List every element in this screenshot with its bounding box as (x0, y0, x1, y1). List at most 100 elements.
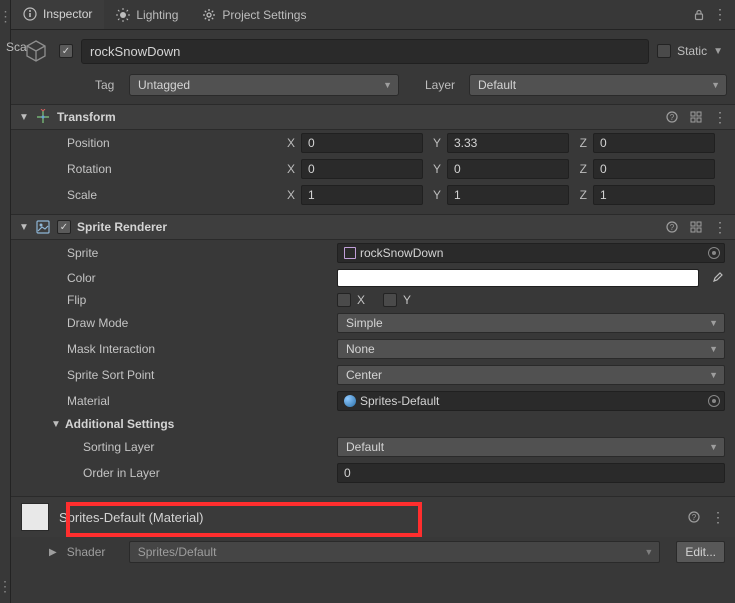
foldout-toggle[interactable]: ▼ (19, 222, 29, 233)
foldout-toggle[interactable]: ▶ (49, 547, 57, 558)
chevron-down-icon: ▼ (383, 80, 392, 90)
axis-x-label: X (283, 188, 295, 202)
tab-lighting[interactable]: Lighting (104, 0, 190, 29)
chevron-down-icon: ▼ (709, 318, 718, 328)
left-dock-strip: ⋮ Sca ⋮ (0, 0, 11, 603)
shader-label: Shader (67, 545, 119, 559)
layer-dropdown[interactable]: Default ▼ (469, 74, 727, 96)
scale-y-input[interactable] (447, 185, 569, 205)
layer-label: Layer (425, 78, 461, 92)
kebab-menu-icon[interactable]: ⋮ (713, 110, 727, 124)
tag-label: Tag (95, 78, 121, 92)
chevron-down-icon: ▼ (709, 370, 718, 380)
active-checkbox[interactable]: ✓ (59, 44, 73, 58)
tag-dropdown[interactable]: Untagged ▼ (129, 74, 399, 96)
sort-point-value: Center (346, 368, 382, 382)
material-title: Sprites-Default (Material) (59, 510, 204, 525)
object-name-input[interactable] (81, 39, 649, 64)
axis-z-label: Z (575, 162, 587, 176)
eyedropper-icon[interactable] (709, 270, 725, 286)
sort-point-dropdown[interactable]: Center ▼ (337, 365, 725, 385)
scale-z-input[interactable] (593, 185, 715, 205)
lock-icon[interactable] (693, 9, 705, 21)
component-enabled-checkbox[interactable]: ✓ (57, 220, 71, 234)
shader-value: Sprites/Default (138, 545, 217, 559)
rotation-x-input[interactable] (301, 159, 423, 179)
chevron-down-icon: ▼ (644, 547, 653, 557)
sorting-layer-value: Default (346, 440, 384, 454)
static-checkbox[interactable] (657, 44, 671, 58)
svg-text:?: ? (692, 513, 697, 522)
object-picker-icon[interactable] (708, 247, 720, 259)
foldout-toggle[interactable]: ▼ (51, 419, 61, 430)
kebab-menu-icon[interactable]: ⋮ (713, 6, 727, 23)
position-z-input[interactable] (593, 133, 715, 153)
additional-settings-title: Additional Settings (65, 417, 174, 431)
scale-x-input[interactable] (301, 185, 423, 205)
chevron-down-icon: ▼ (709, 344, 718, 354)
chevron-down-icon: ▼ (711, 80, 720, 90)
sprite-label: Sprite (67, 246, 331, 260)
mask-interaction-value: None (346, 342, 375, 356)
object-picker-icon[interactable] (708, 395, 720, 407)
drag-handle-icon[interactable]: ⋮ (0, 8, 12, 25)
sprite-value: rockSnowDown (360, 246, 443, 260)
material-value: Sprites-Default (360, 394, 439, 408)
sun-icon (116, 8, 130, 22)
tab-label: Lighting (136, 8, 178, 22)
flip-y-checkbox[interactable] (383, 293, 397, 307)
draw-mode-dropdown[interactable]: Simple ▼ (337, 313, 725, 333)
preset-icon[interactable] (689, 220, 703, 234)
gameobject-icon[interactable] (21, 36, 51, 66)
draw-mode-value: Simple (346, 316, 383, 330)
tab-inspector[interactable]: Inspector (11, 0, 104, 29)
sprite-asset-icon (344, 247, 356, 259)
rotation-y-input[interactable] (447, 159, 569, 179)
rotation-label: Rotation (67, 162, 277, 176)
axis-y-label: Y (429, 162, 441, 176)
sprite-object-field[interactable]: rockSnowDown (337, 243, 725, 263)
material-preview-swatch[interactable] (21, 503, 49, 531)
shader-dropdown[interactable]: Sprites/Default ▼ (129, 541, 661, 563)
chevron-down-icon: ▼ (709, 442, 718, 452)
sorting-layer-dropdown[interactable]: Default ▼ (337, 437, 725, 457)
position-label: Position (67, 136, 277, 150)
draw-mode-label: Draw Mode (67, 316, 331, 330)
tab-bar: Inspector Lighting Project Settings ⋮ (11, 0, 735, 30)
material-object-field[interactable]: Sprites-Default (337, 391, 725, 411)
edit-button[interactable]: Edit... (676, 541, 725, 563)
static-label: Static (677, 44, 707, 58)
axis-x-label: X (283, 162, 295, 176)
mask-interaction-dropdown[interactable]: None ▼ (337, 339, 725, 359)
order-in-layer-input[interactable] (337, 463, 725, 483)
rotation-z-input[interactable] (593, 159, 715, 179)
gear-icon (202, 8, 216, 22)
kebab-menu-icon[interactable]: ⋮ (711, 510, 725, 524)
preset-icon[interactable] (689, 110, 703, 124)
color-field[interactable] (337, 269, 699, 287)
help-icon[interactable]: ? (687, 510, 701, 524)
material-label: Material (67, 394, 331, 408)
svg-text:?: ? (670, 113, 675, 122)
material-asset-icon (344, 395, 356, 407)
flip-x-checkbox[interactable] (337, 293, 351, 307)
help-icon[interactable]: ? (665, 110, 679, 124)
axis-x-label: X (283, 136, 295, 150)
position-y-input[interactable] (447, 133, 569, 153)
position-x-input[interactable] (301, 133, 423, 153)
tab-label: Inspector (43, 7, 92, 21)
help-icon[interactable]: ? (665, 220, 679, 234)
tab-project-settings[interactable]: Project Settings (190, 0, 318, 29)
component-title: Transform (57, 110, 116, 124)
sorting-layer-label: Sorting Layer (67, 440, 331, 454)
axis-y-label: Y (429, 136, 441, 150)
layer-value: Default (478, 78, 516, 92)
info-icon (23, 7, 37, 21)
kebab-menu-icon[interactable]: ⋮ (713, 220, 727, 234)
order-in-layer-label: Order in Layer (67, 466, 331, 480)
svg-text:?: ? (670, 223, 675, 232)
static-dropdown-caret[interactable]: ▼ (713, 46, 723, 57)
foldout-toggle[interactable]: ▼ (19, 112, 29, 123)
mask-interaction-label: Mask Interaction (67, 342, 331, 356)
flip-x-label: X (357, 293, 365, 307)
